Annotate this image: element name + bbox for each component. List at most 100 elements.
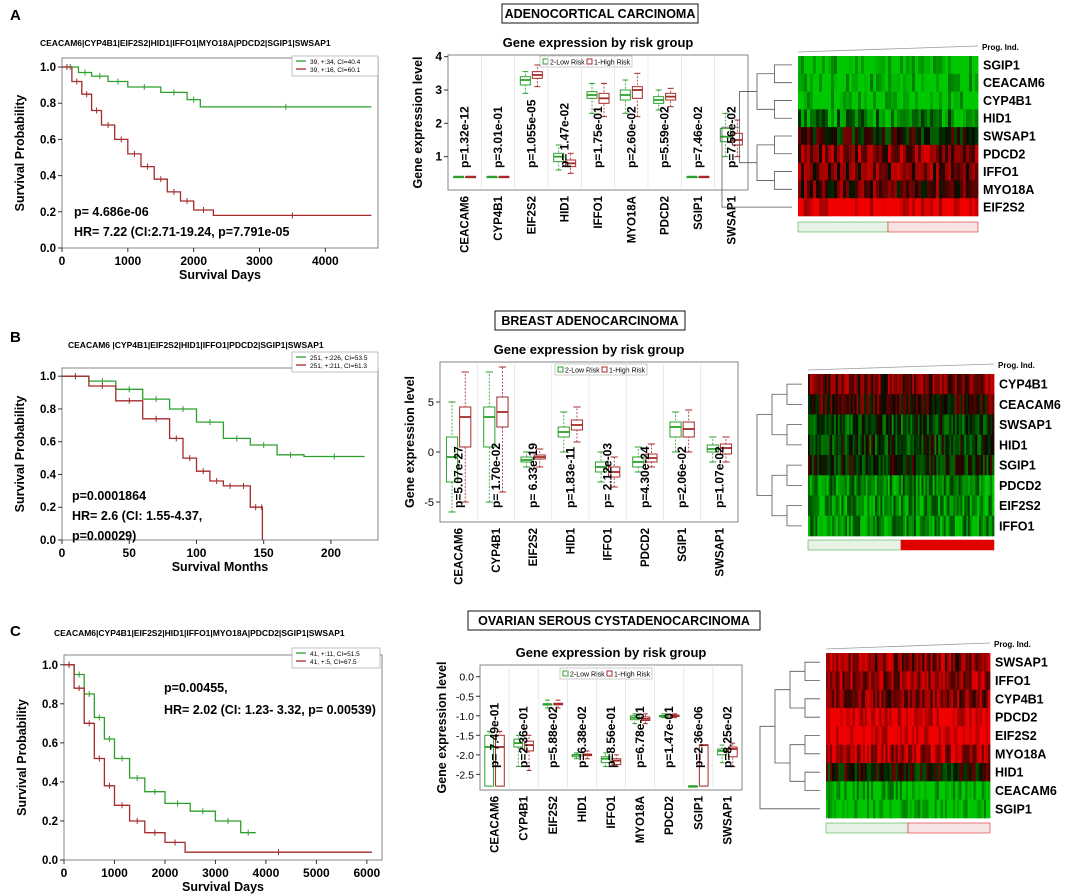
- heatmap-cell: [983, 744, 987, 764]
- heatmap-cell: [883, 781, 886, 800]
- heatmap-cell: [867, 781, 870, 800]
- heatmap-cell: [858, 394, 861, 415]
- heatmap-cell: [836, 781, 839, 800]
- heatmap-cell: [992, 374, 995, 395]
- high-risk-box: [611, 758, 622, 766]
- heatmap-cell: [861, 73, 865, 92]
- heatmap-cell: [860, 708, 864, 727]
- heatmap-cell: [949, 495, 952, 517]
- prog-index-label: Prog. Ind.: [998, 361, 1035, 370]
- heatmap-cell: [930, 799, 933, 819]
- heatmap-cell: [841, 374, 844, 395]
- heatmap-cell: [864, 763, 868, 782]
- heatmap-cell: [940, 394, 943, 415]
- heatmap-cell: [804, 162, 808, 181]
- heatmap-cell: [869, 781, 872, 800]
- heatmap-cell: [834, 708, 837, 727]
- heatmap-cell: [832, 374, 835, 395]
- heatmap-cell: [878, 414, 881, 436]
- heatmap-cell: [873, 109, 877, 128]
- heatmap-cell: [864, 198, 868, 217]
- heatmap-cell: [924, 109, 928, 128]
- heatmap-cell: [895, 799, 899, 819]
- heatmap-cell: [899, 414, 902, 436]
- heatmap-cell: [850, 689, 854, 709]
- heatmap-cell: [887, 374, 891, 395]
- heatmap-cell: [880, 515, 883, 537]
- heatmap-cell: [854, 744, 858, 764]
- heatmap-cell: [899, 763, 903, 782]
- heatmap-cell: [828, 799, 831, 819]
- heatmap-cell: [879, 799, 882, 819]
- heatmap-cell: [888, 91, 892, 110]
- heatmap-cell: [879, 198, 883, 217]
- heatmap-cell: [908, 671, 911, 690]
- heatmap-cell: [910, 671, 913, 690]
- heatmap-cell: [830, 515, 833, 537]
- heatmap-cell: [831, 144, 835, 163]
- heatmap-cell: [912, 434, 915, 456]
- heatmap-cell: [880, 495, 883, 517]
- heatmap-cell: [901, 414, 904, 436]
- heatmap-cell: [901, 781, 905, 800]
- heatmap-cell: [852, 56, 856, 75]
- heatmap-cell: [932, 781, 936, 800]
- heatmap-cell: [903, 162, 907, 181]
- category-label: IFFO1: [593, 195, 605, 228]
- heatmap-cell: [969, 689, 972, 709]
- category-label: PDCD2: [664, 796, 676, 835]
- heatmap-cell: [918, 744, 921, 764]
- heatmap-cell: [870, 198, 874, 217]
- heatmap-cell: [798, 162, 802, 181]
- cohort-title: ADENOCORTICAL CARCINOMA: [505, 7, 696, 21]
- heatmap-cell: [967, 515, 971, 537]
- heatmap-cell: [858, 726, 862, 745]
- heatmap-cell: [848, 671, 851, 690]
- heatmap-cell: [938, 781, 942, 800]
- heatmap-cell: [957, 180, 961, 199]
- heatmap-cell: [885, 671, 888, 690]
- heatmap-cell: [908, 726, 911, 745]
- heatmap-cell: [860, 726, 864, 745]
- heatmap-cell: [860, 515, 863, 537]
- heatmap-cell: [881, 708, 884, 727]
- row-c: C CEACAM6|CYP4B1|EIF2S2|HID1|IFFO1|MYO18A…: [10, 610, 1057, 894]
- heatmap-cell: [844, 653, 847, 672]
- heatmap-cell: [969, 144, 973, 163]
- heatmap-cell: [897, 56, 901, 75]
- heatmap-cell: [886, 394, 889, 415]
- heatmap-cell: [864, 781, 868, 800]
- km-annotation: p= 4.686e-06: [74, 205, 149, 219]
- heatmap-cell: [837, 180, 841, 199]
- heatmap-cell: [922, 689, 925, 709]
- heatmap-cell: [895, 515, 898, 537]
- heatmap-cell: [930, 434, 934, 456]
- heatmap-cell: [850, 515, 854, 537]
- heatmap-cell: [959, 708, 962, 727]
- heatmap-cell: [918, 109, 922, 128]
- heatmap-cell: [962, 495, 965, 517]
- heatmap-cell: [839, 475, 842, 496]
- heatmap-cell: [860, 495, 863, 517]
- heatmap-cell: [854, 515, 857, 537]
- x-tick-label: 2000: [180, 254, 207, 268]
- heatmap-cell: [855, 144, 859, 163]
- heatmap-cell: [819, 455, 822, 476]
- heatmap-cell: [816, 109, 820, 128]
- heatmap-cell: [894, 91, 898, 110]
- heatmap-cell: [918, 162, 922, 181]
- heatmap-cell: [912, 414, 915, 436]
- heatmap-cell: [846, 689, 849, 709]
- category-label: EIF2S2: [528, 528, 540, 566]
- heatmap-cell: [924, 144, 928, 163]
- heatmap-cell: [846, 781, 849, 800]
- heatmap-cell: [835, 515, 839, 537]
- category-label: SGIP1: [693, 195, 705, 229]
- heatmap-cell: [927, 73, 931, 92]
- heatmap-cell: [910, 515, 913, 537]
- heatmap-cell: [977, 708, 981, 727]
- heatmap-cell: [967, 495, 971, 517]
- y-tick-label: -1.5: [456, 730, 474, 742]
- heatmap-cell: [860, 414, 863, 436]
- heatmap-cell: [831, 162, 835, 181]
